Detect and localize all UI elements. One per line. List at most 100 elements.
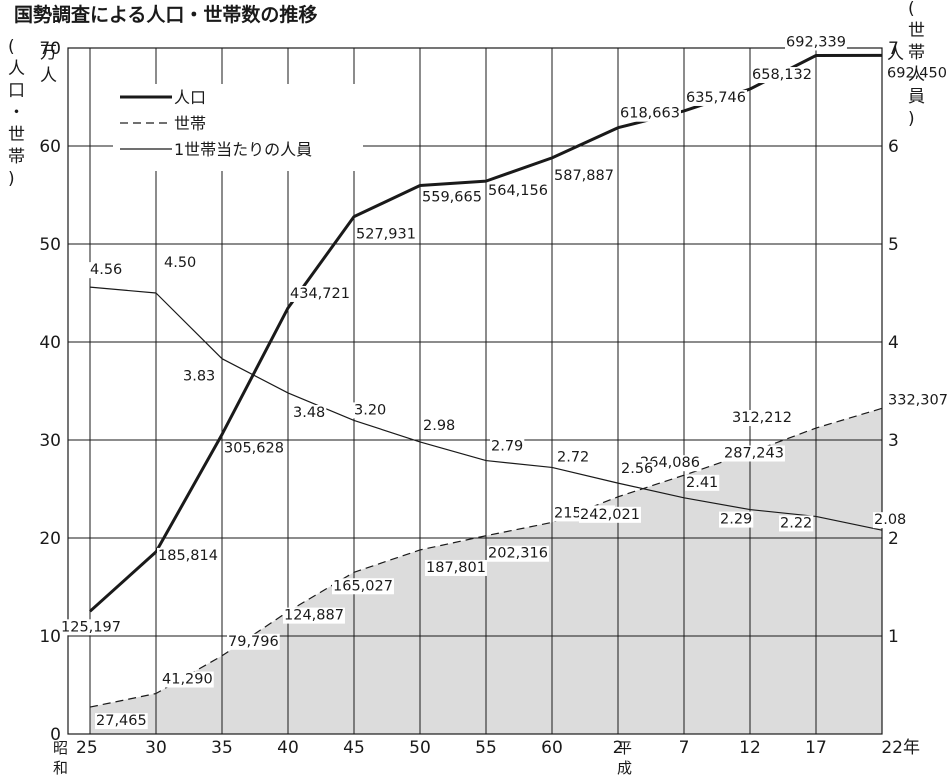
persons-data-label: 4.50 — [164, 255, 196, 271]
population-data-label-bg — [421, 189, 483, 206]
population-data-label: 635,746 — [686, 90, 746, 106]
x-axis-tick: 22年 — [881, 738, 920, 758]
households-data-label-bg — [731, 410, 793, 427]
population-data-label: 434,721 — [290, 286, 350, 302]
axis-label-char: ・ — [8, 103, 25, 123]
households-data-label: 202,316 — [488, 546, 548, 562]
left-axis-unit-bottom: 人 — [40, 66, 57, 86]
population-line — [88, 53, 883, 613]
era-label-showa: 昭 — [53, 739, 68, 757]
households-data-label: 287,243 — [724, 446, 784, 462]
households-data-label: 242,021 — [580, 507, 640, 523]
population-data-label-bg — [785, 34, 847, 51]
axis-label-char: ) — [908, 109, 915, 129]
persons-data-label: 4.56 — [90, 262, 122, 278]
x-axis-tick: 12 — [739, 738, 761, 758]
x-axis-tick: 7 — [679, 738, 690, 758]
households-data-label-bg — [95, 713, 148, 730]
households-data-label-bg — [487, 545, 549, 562]
axis-label-char: ) — [8, 169, 15, 189]
right-axis-title: 人 (世帯人員) — [887, 0, 925, 129]
population-data-label-bg — [553, 167, 615, 184]
population-data-label-bg — [157, 547, 219, 564]
households-data-label: 264,086 — [640, 455, 700, 471]
persons-data-label: 3.48 — [293, 405, 325, 421]
households-data-label-bg — [227, 633, 280, 650]
left-axis-tick: 10 — [39, 627, 61, 647]
persons-data-label: 3.83 — [183, 369, 215, 385]
population-data-label: 564,156 — [488, 183, 548, 199]
population-data-label-bg — [487, 183, 549, 200]
left-axis-tick: 50 — [39, 235, 61, 255]
persons-data-label: 3.20 — [354, 402, 386, 418]
right-axis-tick: 4 — [888, 333, 899, 353]
persons-data-label-bg — [292, 404, 327, 421]
persons-data-label-bg — [873, 512, 908, 529]
left-axis-tick: 0 — [50, 725, 61, 745]
population-data-label: 658,132 — [752, 67, 812, 83]
axis-label-char: 世 — [908, 21, 925, 41]
x-axis-tick: 55 — [475, 738, 497, 758]
persons-data-label-bg — [182, 368, 217, 385]
persons-data-label-bg — [89, 262, 124, 279]
right-axis-label: (世帯人員) — [908, 0, 925, 129]
households-data-label: 41,290 — [162, 672, 213, 688]
x-axis-tick: 45 — [343, 738, 365, 758]
population-data-label-bg — [619, 105, 681, 122]
data-labels-layer: 125,197 185,814 305,628 434,721 527,931 559,6… — [60, 34, 947, 730]
population-data-label-bg — [289, 285, 351, 302]
x-axis-tick: 60 — [541, 738, 563, 758]
legend-population-label: 人口 — [174, 88, 206, 107]
left-axis-tick: 40 — [39, 333, 61, 353]
right-axis-tick: 7 — [888, 39, 899, 59]
persons-per-household-line — [89, 286, 883, 531]
legend: 人口 世帯 1世帯当たりの人員 — [113, 84, 363, 171]
right-axis-unit: 人 — [887, 44, 904, 64]
right-axis-tick: 5 — [888, 235, 899, 255]
persons-data-label: 2.08 — [874, 512, 906, 528]
persons-data-label: 2.29 — [720, 512, 752, 528]
households-data-label-bg — [887, 392, 947, 409]
households-line — [89, 407, 883, 708]
axis-label-char: 員 — [908, 87, 925, 107]
axis-label-char: 口 — [8, 81, 25, 101]
persons-data-label-bg — [490, 438, 525, 455]
population-data-label: 527,931 — [356, 227, 416, 243]
axis-label-char: 人 — [908, 65, 925, 85]
era-label-heisei: 平 — [617, 739, 632, 757]
persons-data-label: 2.56 — [621, 461, 653, 477]
x-axis-tick: 40 — [277, 738, 299, 758]
population-data-label: 125,197 — [61, 619, 121, 635]
left-axis-label: (人口・世帯) — [8, 37, 25, 189]
persons-data-label: 2.72 — [557, 449, 589, 465]
households-data-label: 27,465 — [96, 713, 147, 729]
era-label-showa: 和 — [53, 759, 68, 777]
legend-persons-label: 1世帯当たりの人員 — [174, 140, 312, 159]
households-data-label-bg — [425, 559, 487, 576]
left-axis-title: 万 人 (人口・世帯) — [8, 37, 57, 189]
persons-data-label: 2.22 — [780, 515, 812, 531]
households-data-label: 165,027 — [333, 578, 393, 594]
axis-label-char: 人 — [8, 59, 25, 79]
left-axis-tick: 60 — [39, 137, 61, 157]
persons-data-label-bg — [163, 255, 198, 271]
population-data-label: 692,450 — [887, 65, 947, 81]
left-axis-tick: 20 — [39, 529, 61, 549]
right-axis-tick: 3 — [888, 431, 899, 451]
households-data-label-bg — [723, 445, 785, 462]
axis-label-char: 世 — [8, 125, 25, 145]
persons-data-label: 2.79 — [491, 439, 523, 455]
x-axis-tick: 35 — [211, 738, 233, 758]
persons-data-label: 2.41 — [686, 475, 718, 491]
persons-data-label-bg — [719, 511, 754, 528]
legend-households-label: 世帯 — [174, 114, 206, 133]
households-data-label: 79,796 — [228, 634, 279, 650]
right-axis-tick: 6 — [888, 137, 899, 157]
chart-title: 国勢調査による人口・世帯数の推移 — [14, 3, 317, 26]
series-lines-layer — [88, 53, 883, 708]
population-data-label-bg — [60, 619, 122, 636]
axis-label-char: ( — [8, 37, 15, 57]
x-axis-tick: 17 — [805, 738, 827, 758]
